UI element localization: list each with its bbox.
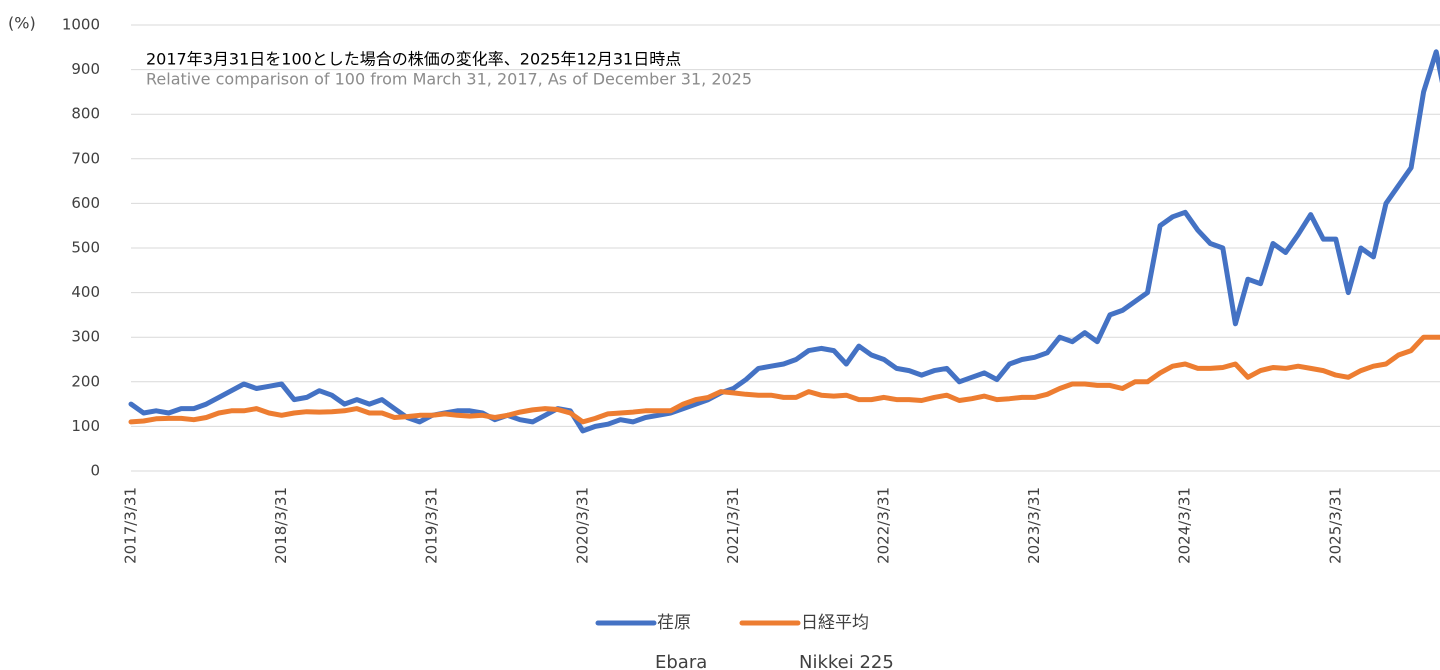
y-tick-label: 400: [71, 283, 100, 301]
y-axis-label: (%): [8, 14, 36, 33]
x-tick-label: 2018/3/31: [272, 487, 290, 564]
chart-title: 2017年3月31日を100とした場合の株価の変化率、2025年12月31日時点: [146, 50, 681, 69]
y-tick-label: 800: [71, 105, 100, 123]
y-tick-label: 500: [71, 239, 100, 257]
series-line: [128, 334, 1440, 425]
x-tick-label: 2025/3/31: [1326, 487, 1344, 564]
legend-label: 荏原: [657, 613, 691, 633]
y-tick-label: 600: [71, 194, 100, 212]
legend-label: 日経平均: [801, 613, 869, 633]
series-line: [128, 49, 1440, 434]
x-tick-label: 2024/3/31: [1176, 487, 1194, 564]
y-tick-label: 300: [71, 328, 100, 346]
x-tick-label: 2020/3/31: [573, 487, 591, 564]
y-tick-label: 100: [71, 417, 100, 435]
x-tick-label: 2017/3/31: [122, 487, 140, 564]
y-tick-label: 700: [71, 149, 100, 167]
x-tick-label: 2019/3/31: [423, 487, 441, 564]
y-tick-label: 200: [71, 372, 100, 390]
y-tick-label: 900: [71, 60, 100, 78]
y-tick-label: 1000: [62, 16, 100, 34]
x-tick-label: 2022/3/31: [875, 487, 893, 564]
x-tick-label: 2023/3/31: [1025, 487, 1043, 564]
x-tick-label: 2021/3/31: [724, 487, 742, 564]
legend-sublabel: Ebara: [655, 652, 707, 670]
y-tick-label: 0: [90, 462, 100, 480]
chart-subtitle: Relative comparison of 100 from March 31…: [146, 70, 752, 89]
legend-sublabel: Nikkei 225: [799, 652, 894, 670]
